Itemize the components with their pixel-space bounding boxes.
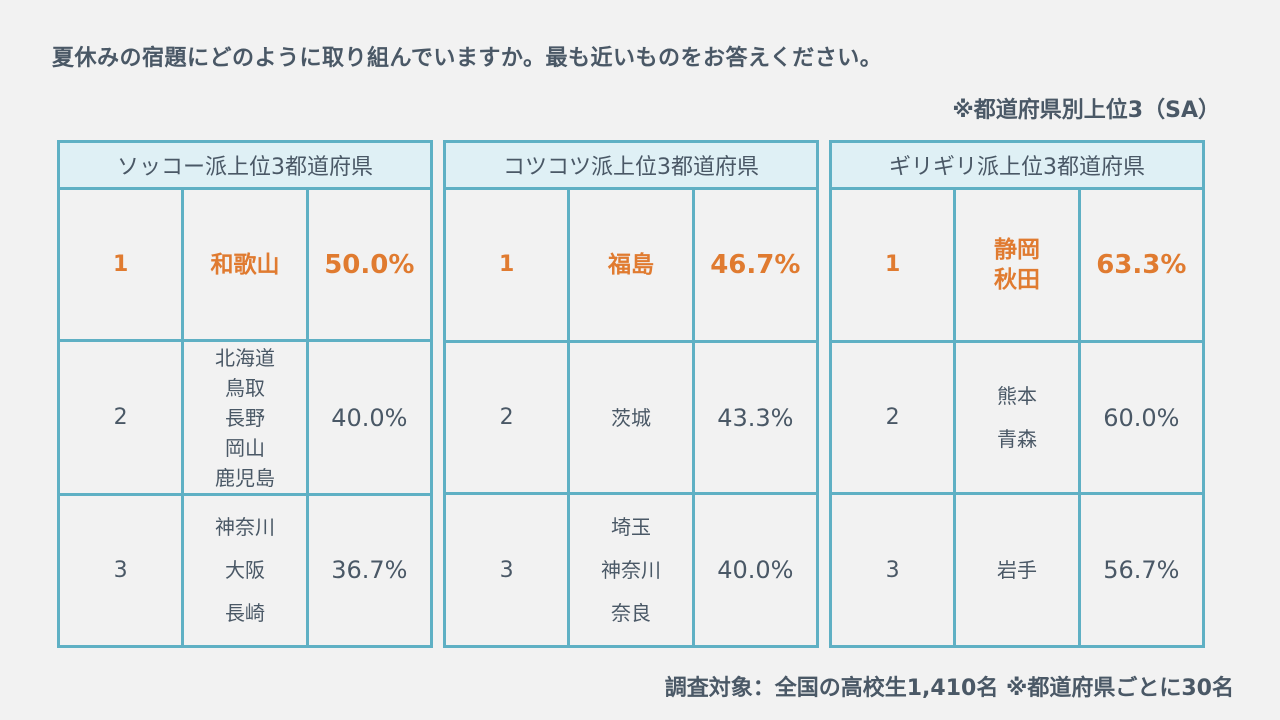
prefecture-name: 北海道 [214, 345, 275, 370]
percent-cell: 36.7% [305, 492, 434, 649]
table-row: 2 熊本青森 60.0% [828, 339, 1206, 496]
prefecture-cell: 茨城 [567, 339, 695, 496]
note-text: ※都道府県別上位3（SA） [952, 98, 1220, 123]
percent-cell: 40.0% [691, 492, 820, 648]
percent-cell: 63.3% [1077, 187, 1206, 343]
prefecture-cell: 北海道鳥取長野岡山鹿児島 [181, 339, 309, 496]
percent-cell: 60.0% [1077, 339, 1206, 496]
prefecture-name: 神奈川 [600, 557, 661, 582]
prefecture-name: 秋田 [993, 266, 1040, 293]
prefecture-name: 静岡 [993, 236, 1040, 263]
prefecture-name: 長野 [224, 405, 265, 430]
prefecture-name: 神奈川 [214, 514, 275, 539]
prefecture-name: 福島 [607, 251, 654, 278]
rank-cell: 3 [442, 492, 571, 648]
prefecture-name: 奈良 [610, 600, 651, 625]
ranking-table: ソッコー派上位3都道府県 1 和歌山 50.0% 2 北海道鳥取長野岡山鹿児島 … [56, 139, 434, 649]
table-row: 2 北海道鳥取長野岡山鹿児島 40.0% [56, 339, 434, 496]
prefecture-name: 熊本 [996, 383, 1037, 408]
table-row: 3 埼玉神奈川奈良 40.0% [442, 492, 820, 648]
table-row: 1 福島 46.7% [442, 187, 820, 343]
prefecture-name: 埼玉 [610, 514, 651, 539]
percent-cell: 40.0% [305, 339, 434, 496]
prefecture-name: 大阪 [224, 557, 265, 582]
prefecture-cell: 熊本 青森 [953, 339, 1081, 496]
rank-cell: 2 [56, 339, 185, 496]
prefecture-name: 鹿児島 [214, 465, 275, 490]
prefecture-cell: 和歌山 [181, 187, 309, 343]
table-row: 2 茨城 43.3% [442, 339, 820, 496]
survey-footer: 調査対象：全国の高校生1,410名 ※都道府県ごとに30名 [664, 676, 1234, 701]
ranking-table: ギリギリ派上位3都道府県 1 静岡秋田 63.3% 2 熊本青森 60.0% 3… [828, 139, 1206, 648]
prefecture-cell: 福島 [567, 187, 695, 343]
rank-cell: 1 [828, 187, 957, 343]
table-title: ギリギリ派上位3都道府県 [829, 139, 1205, 191]
prefecture-name: 岡山 [224, 435, 265, 460]
table-title: ソッコー派上位3都道府県 [57, 139, 433, 191]
rank-cell: 2 [442, 339, 571, 496]
table-row: 1 和歌山 50.0% [56, 187, 434, 343]
prefecture-name: 鳥取 [224, 375, 265, 400]
prefecture-cell: 岩手 [953, 492, 1081, 648]
question-text: 夏休みの宿題にどのように取り組んでいますか。最も近いものをお答えください。 [52, 46, 883, 71]
prefecture-cell: 埼玉 神奈川 奈良 [567, 492, 695, 648]
prefecture-cell: 静岡 秋田 [953, 187, 1081, 343]
rank-cell: 1 [442, 187, 571, 343]
prefecture-name: 和歌山 [210, 251, 280, 278]
table-row: 1 静岡秋田 63.3% [828, 187, 1206, 343]
prefecture-name: 青森 [996, 426, 1037, 451]
percent-cell: 50.0% [305, 187, 434, 343]
rank-cell: 1 [56, 187, 185, 343]
percent-cell: 56.7% [1077, 492, 1206, 648]
prefecture-name: 長崎 [224, 600, 265, 625]
rank-cell: 2 [828, 339, 957, 496]
ranking-table: コツコツ派上位3都道府県 1 福島 46.7% 2 茨城 43.3% 3 埼玉神… [442, 139, 820, 648]
prefecture-name: 岩手 [996, 558, 1037, 583]
rank-cell: 3 [828, 492, 957, 648]
prefecture-cell: 神奈川 大阪 長崎 [181, 492, 309, 649]
percent-cell: 43.3% [691, 339, 820, 496]
rank-cell: 3 [56, 492, 185, 649]
table-title: コツコツ派上位3都道府県 [443, 139, 819, 191]
prefecture-name: 茨城 [610, 405, 651, 430]
table-row: 3 岩手 56.7% [828, 492, 1206, 648]
table-row: 3 神奈川大阪長崎 36.7% [56, 492, 434, 649]
percent-cell: 46.7% [691, 187, 820, 343]
